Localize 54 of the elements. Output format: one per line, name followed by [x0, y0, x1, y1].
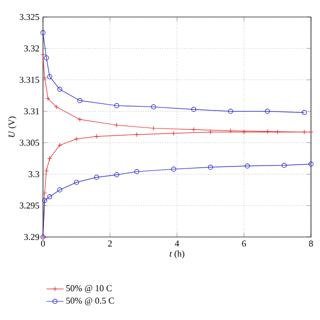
- point: [114, 172, 120, 178]
- point: [208, 164, 213, 170]
- point: [42, 75, 48, 80]
- x-tick-label: 0: [41, 240, 45, 247]
- point: [114, 103, 120, 108]
- legend-label: 50% @ 0.5 C: [66, 298, 114, 306]
- y-tick-label: 3.325: [20, 14, 40, 20]
- point: [275, 130, 280, 135]
- point: [77, 98, 82, 104]
- point: [57, 86, 62, 92]
- x-tick-label: 6: [242, 240, 246, 247]
- y-tick-label: 3.295: [20, 202, 40, 209]
- point: [151, 104, 156, 110]
- y-tick-label: 3.315: [20, 76, 40, 83]
- x-tick-label: 2: [108, 240, 112, 246]
- point: [94, 134, 100, 139]
- y-tick-label: 3.305: [20, 140, 40, 146]
- point: [42, 190, 48, 196]
- point: [171, 166, 176, 172]
- y-tick-label: 3.32: [24, 45, 39, 52]
- x-tick-label: 8: [309, 240, 313, 247]
- point: [242, 130, 246, 135]
- point: [94, 174, 100, 180]
- x-tick-label: 4: [174, 240, 180, 246]
- point: [134, 169, 140, 174]
- point: [134, 132, 140, 138]
- point: [264, 108, 270, 114]
- point: [244, 163, 250, 168]
- x-axis-title: t (h): [170, 250, 184, 259]
- point: [47, 194, 52, 200]
- point: [282, 162, 287, 168]
- point: [264, 128, 270, 134]
- point: [191, 106, 196, 112]
- point: [228, 108, 234, 114]
- point: [47, 156, 52, 161]
- point: [74, 180, 79, 185]
- legend-label: 50% @ 10 C: [66, 285, 112, 293]
- point: [302, 110, 307, 116]
- point: [151, 126, 156, 131]
- point: [57, 187, 62, 192]
- point: [77, 116, 82, 122]
- point: [44, 55, 49, 60]
- y-tick-label: 3.3: [28, 171, 40, 178]
- point: [47, 74, 52, 80]
- point: [74, 136, 79, 142]
- point: [44, 168, 49, 174]
- y-tick-label: 3.29: [24, 234, 40, 240]
- y-tick-label: 3.31: [24, 108, 39, 114]
- y-axis-title: U (V): [8, 116, 16, 137]
- point: [208, 130, 213, 135]
- point: [46, 96, 51, 102]
- point: [191, 127, 196, 132]
- point: [302, 130, 307, 135]
- point: [42, 198, 48, 204]
